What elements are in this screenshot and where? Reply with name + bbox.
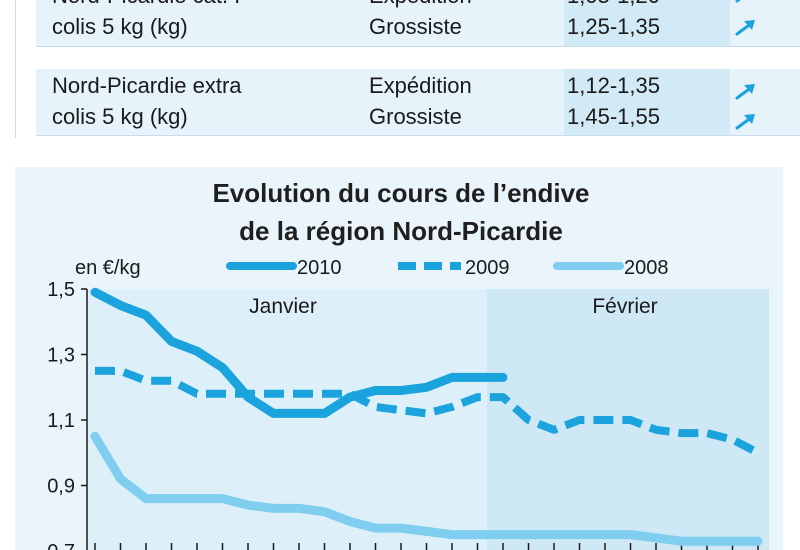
chart-subtitle: de la région Nord-Picardie [239,216,563,246]
y-tick-label: 0,9 [47,476,75,498]
product-packaging: colis 5 kg (kg) [52,14,188,39]
y-tick-label: 1,3 [47,345,75,367]
y-tick-labels: 1,5 1,3 1,1 0,9 0,7 [47,279,75,550]
y-axis-unit-label: en €/kg [75,257,141,279]
up-right-arrow-icon [735,114,755,130]
legend-label-2009: 2009 [465,257,510,279]
market-stage: Grossiste [369,14,462,39]
table-row: Nord-Picardie cat. I colis 5 kg (kg) Exp… [36,0,800,46]
product-packaging: colis 5 kg (kg) [52,104,188,129]
line-chart: Evolution du cours de l’endive de la rég… [47,178,769,550]
row-divider [36,135,800,136]
price-range: 1,45-1,55 [567,104,660,129]
price-column-band [564,69,730,135]
row-divider [36,46,800,47]
y-tick-label: 0,7 [47,541,75,550]
market-stage: Grossiste [369,104,462,129]
month-label-january: Janvier [249,295,317,318]
up-right-arrow-icon [735,0,741,3]
market-stage: Expédition [369,73,472,98]
y-tick-label: 1,1 [47,410,75,432]
y-tick-label: 1,5 [47,279,75,301]
legend-label-2010: 2010 [297,257,342,279]
series-line-2010 [90,287,508,418]
series-line-2008 [90,431,763,546]
price-chart-panel: Evolution du cours de l’endive de la rég… [15,167,783,550]
price-column-band [564,0,730,46]
series-layer [90,287,763,546]
price-range: 1,12-1,35 [567,73,660,98]
market-stage: Expédition [369,0,472,11]
price-range: 1,05-1,20 [567,0,660,11]
price-range: 1,25-1,35 [567,14,660,39]
up-right-arrow-icon [735,20,755,36]
product-name: Nord-Picardie extra [52,73,242,98]
month-label-february: Février [592,295,657,318]
chart-title: Evolution du cours de l’endive [212,178,589,208]
table-row: Nord-Picardie extra colis 5 kg (kg) Expé… [36,69,800,135]
legend-label-2008: 2008 [624,257,669,279]
chart-legend: 2010 2009 2008 [226,257,669,279]
product-name: Nord-Picardie cat. I [52,0,352,11]
up-right-arrow-icon [735,84,755,100]
price-table: Nord-Picardie cat. I colis 5 kg (kg) Exp… [15,0,800,138]
